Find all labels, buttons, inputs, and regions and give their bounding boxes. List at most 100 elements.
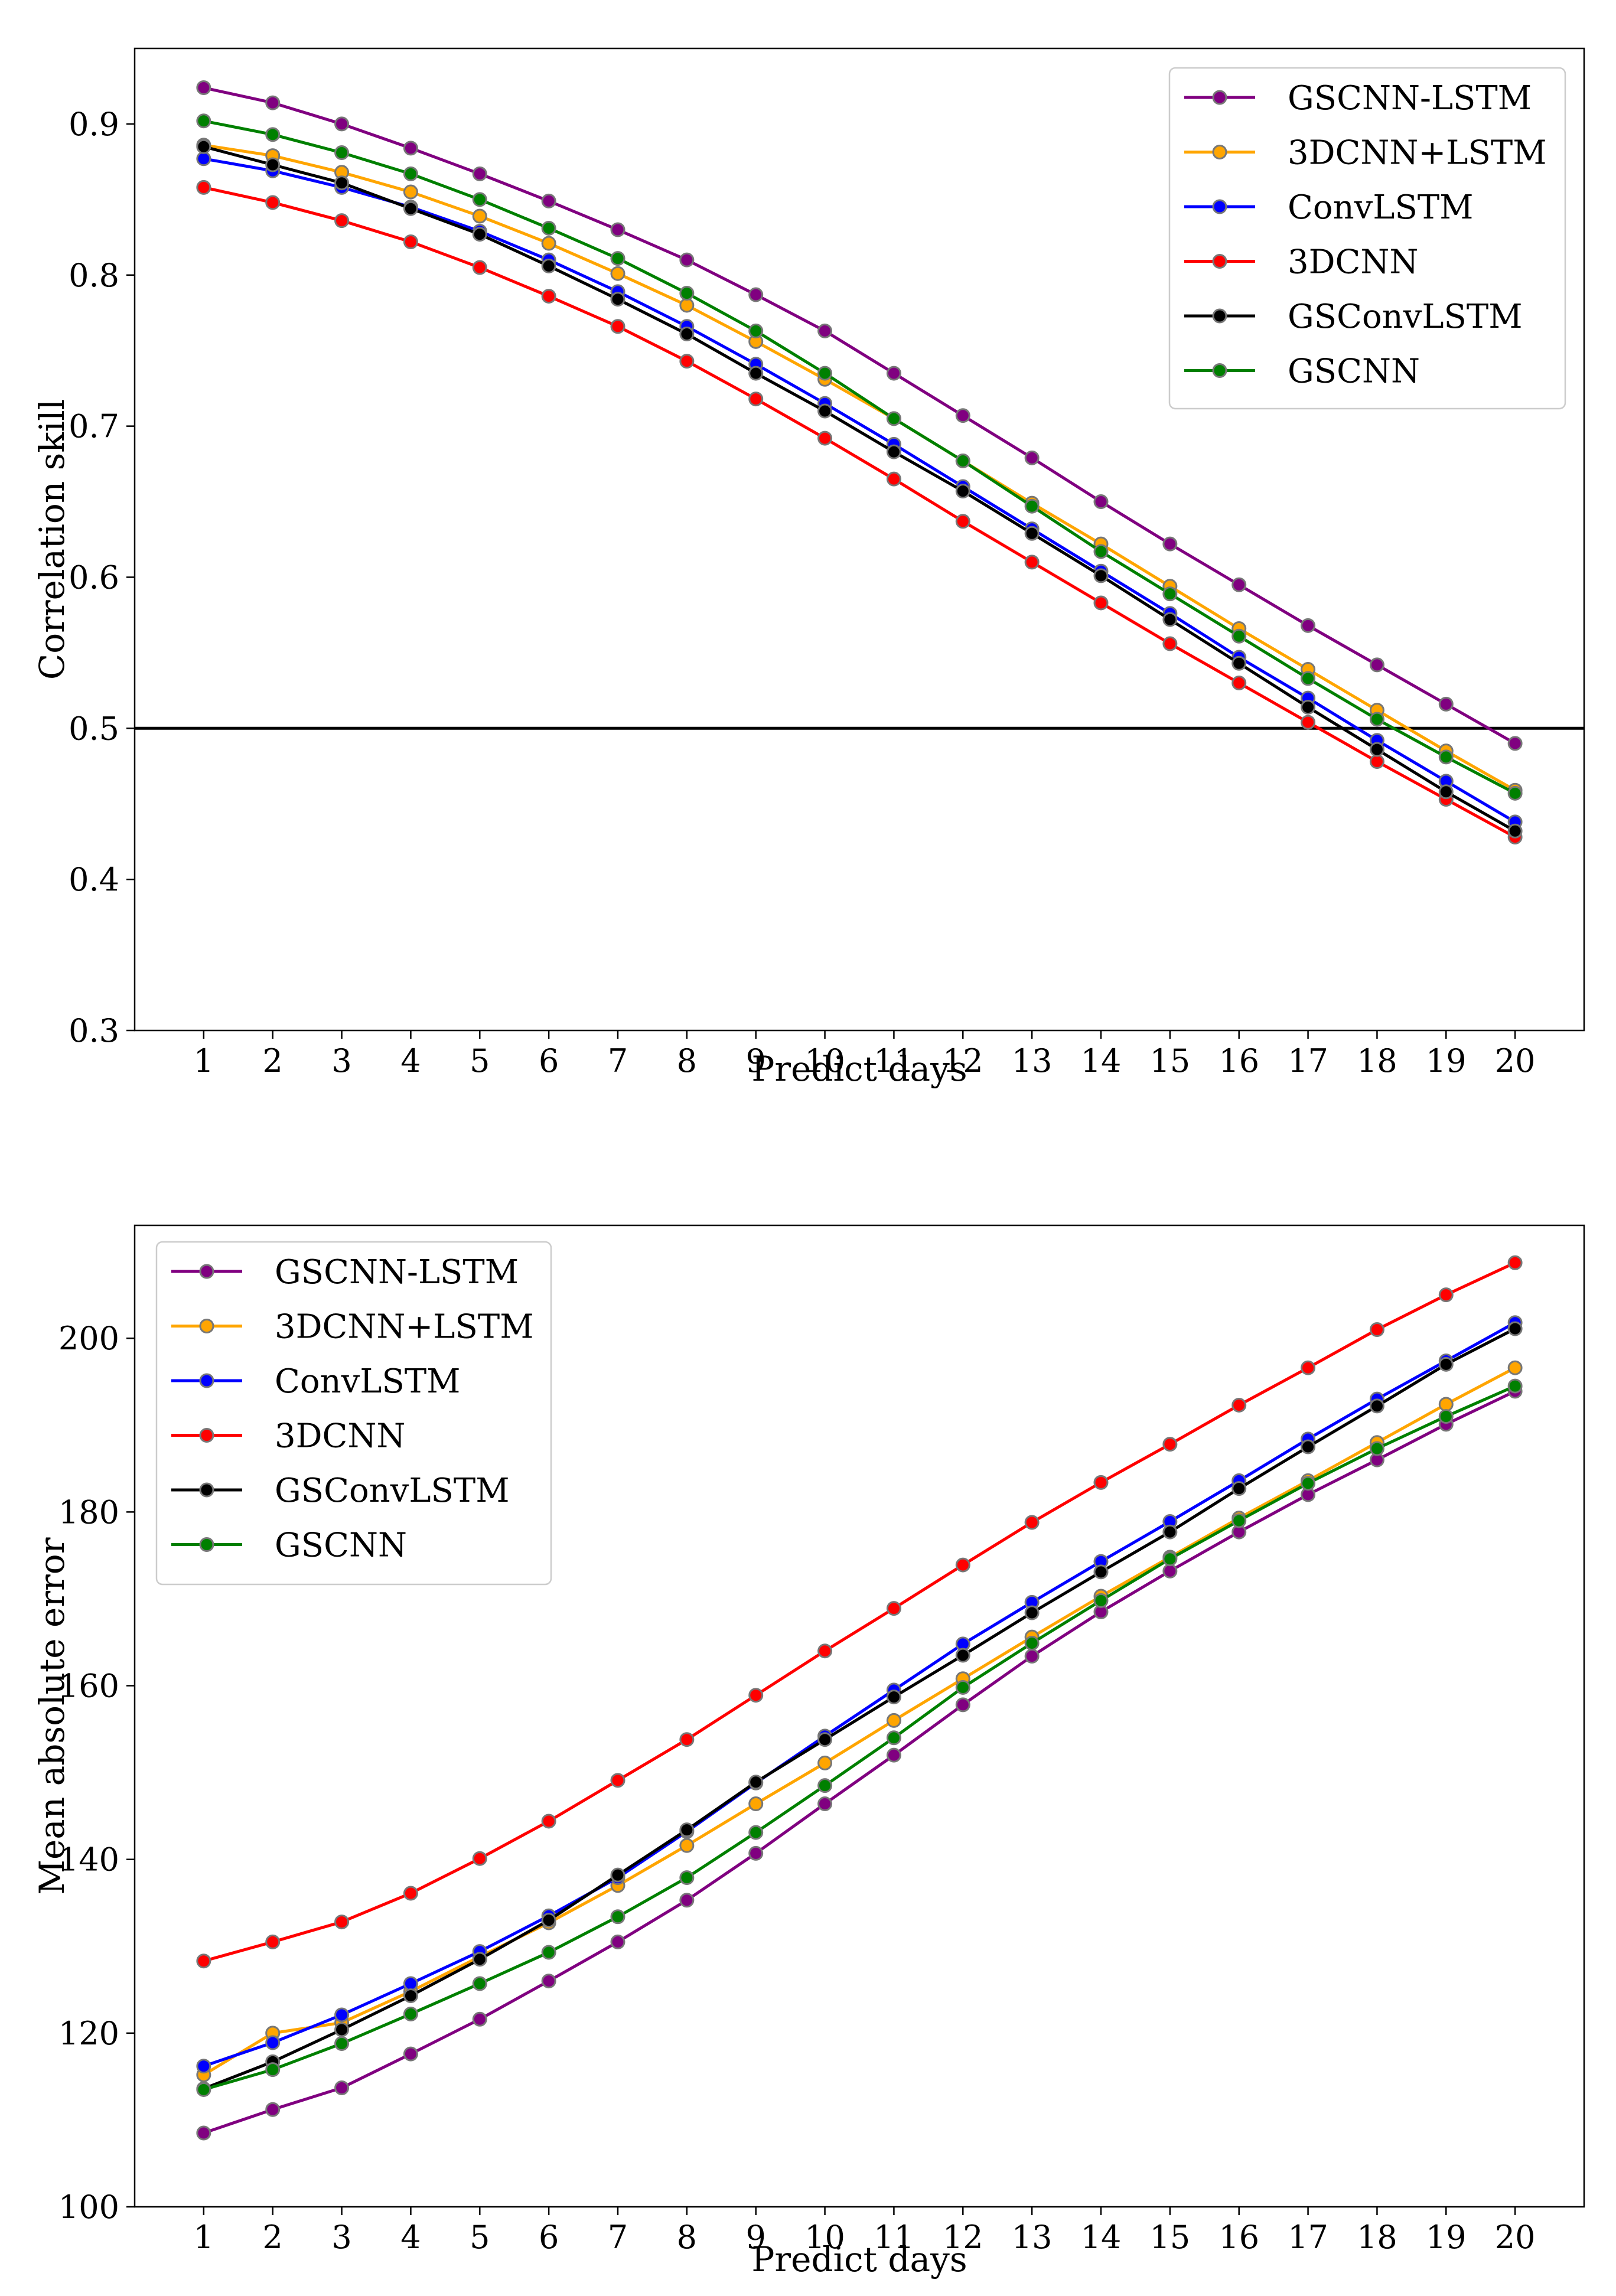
data-point (748, 1775, 764, 1790)
data-point (679, 354, 695, 369)
data-point (1231, 655, 1247, 671)
data-point (541, 1913, 556, 1928)
data-point (610, 319, 625, 334)
x-tick-label: 15 (1149, 1042, 1190, 1079)
x-tick-label: 16 (1218, 2219, 1259, 2256)
legend-entry: GSCNN (171, 1527, 407, 1565)
data-point (1024, 555, 1040, 570)
y-tick-label: 0.4 (69, 861, 119, 898)
data-point (886, 366, 901, 381)
chart-1: 1 2 3 4 5 6 7 8 9 10 11 12 13 14 15 16 17 18 19 200.30.40.5… (32, 47, 1585, 1089)
data-point (403, 141, 418, 156)
x-tick-label: 11 (874, 1042, 914, 1079)
y-tick-label: 0.9 (69, 106, 119, 143)
x-tick-label: 13 (1012, 1042, 1053, 1079)
x-tick-label: 18 (1357, 2219, 1397, 2256)
data-point (955, 453, 970, 468)
data-point (817, 430, 833, 446)
data-point (403, 2006, 418, 2021)
data-point (886, 1713, 901, 1728)
data-point (265, 195, 281, 210)
data-point (1024, 1605, 1040, 1620)
x-tick-label: 1 (194, 1042, 214, 1079)
data-point (1507, 823, 1523, 839)
data-point (610, 1867, 625, 1883)
x-tick-label: 11 (874, 2219, 914, 2256)
data-point (472, 260, 487, 275)
y-tick-label: 140 (58, 1841, 119, 1878)
data-point (817, 1755, 833, 1770)
data-point (265, 1934, 281, 1949)
x-tick-label: 10 (804, 2219, 845, 2256)
data-point (403, 1886, 418, 1901)
x-tick-label: 20 (1495, 2219, 1536, 2256)
data-point (610, 251, 625, 266)
y-tick-label: 160 (58, 1668, 119, 1705)
legend-marker (199, 1373, 214, 1388)
data-point (1024, 1515, 1040, 1530)
series-GSConvLSTM (196, 139, 1523, 839)
data-point (955, 408, 970, 423)
legend-entry: ConvLSTM (1184, 188, 1474, 227)
data-point (1438, 1409, 1454, 1424)
y-axis-label: Mean absolute error (32, 1537, 72, 1894)
data-point (265, 2035, 281, 2050)
legend-label: 3DCNN+LSTM (1288, 134, 1547, 172)
series-line (203, 1261, 1516, 1963)
legend-entry: GSCNN-LSTM (171, 1253, 519, 1292)
data-point (886, 411, 901, 426)
series-line (203, 185, 1516, 839)
data-point (334, 1915, 350, 1930)
data-point (196, 2059, 211, 2074)
data-point (334, 175, 350, 191)
data-point (886, 444, 901, 459)
data-point (1507, 1255, 1523, 1270)
legend-label: GSConvLSTM (275, 1472, 510, 1510)
data-point (1438, 1287, 1454, 1303)
x-tick-label: 14 (1081, 1042, 1122, 1079)
data-point (1024, 498, 1040, 514)
data-point (1093, 1475, 1109, 1490)
data-point (1162, 1524, 1178, 1540)
legend-marker (199, 1537, 214, 1552)
data-point (1507, 1378, 1523, 1394)
data-point (1162, 636, 1178, 651)
data-point (748, 323, 764, 338)
data-point (1093, 544, 1109, 559)
x-tick-label: 8 (677, 2219, 697, 2256)
data-point (1507, 1360, 1523, 1375)
data-point (1369, 742, 1384, 757)
x-axis-label: Predict days (751, 2239, 967, 2279)
legend-entry: 3DCNN (171, 1417, 405, 1456)
data-point (403, 201, 418, 216)
data-point (334, 145, 350, 161)
x-tick-label: 6 (539, 2219, 559, 2256)
legend-label: 3DCNN+LSTM (275, 1308, 534, 1346)
data-point (1093, 494, 1109, 510)
legend-frame (155, 1241, 552, 1586)
x-tick-label: 3 (331, 1042, 351, 1079)
data-point (334, 2080, 350, 2096)
chart-2: 1 2 3 4 5 6 7 8 9 10 11 12 13 14 15 16 17 18 19 20100120140… (32, 1224, 1585, 2279)
data-point (1438, 749, 1454, 765)
data-point (610, 266, 625, 281)
series-line (203, 1390, 1516, 2135)
x-tick-label: 17 (1288, 1042, 1328, 1079)
data-point (679, 1893, 695, 1908)
data-point (1369, 712, 1384, 727)
data-point (1024, 450, 1040, 465)
data-point (472, 1976, 487, 1991)
data-point (541, 193, 556, 208)
data-point (1301, 1360, 1316, 1375)
data-point (1301, 618, 1316, 633)
data-point (541, 258, 556, 273)
data-point (886, 1747, 901, 1763)
data-point (1369, 1398, 1384, 1414)
data-point (1162, 586, 1178, 602)
data-point (748, 287, 764, 302)
data-point (1301, 715, 1316, 730)
x-tick-label: 2 (263, 2219, 283, 2256)
y-tick-label: 200 (58, 1320, 119, 1357)
series-line (203, 86, 1516, 745)
data-point (1162, 536, 1178, 552)
